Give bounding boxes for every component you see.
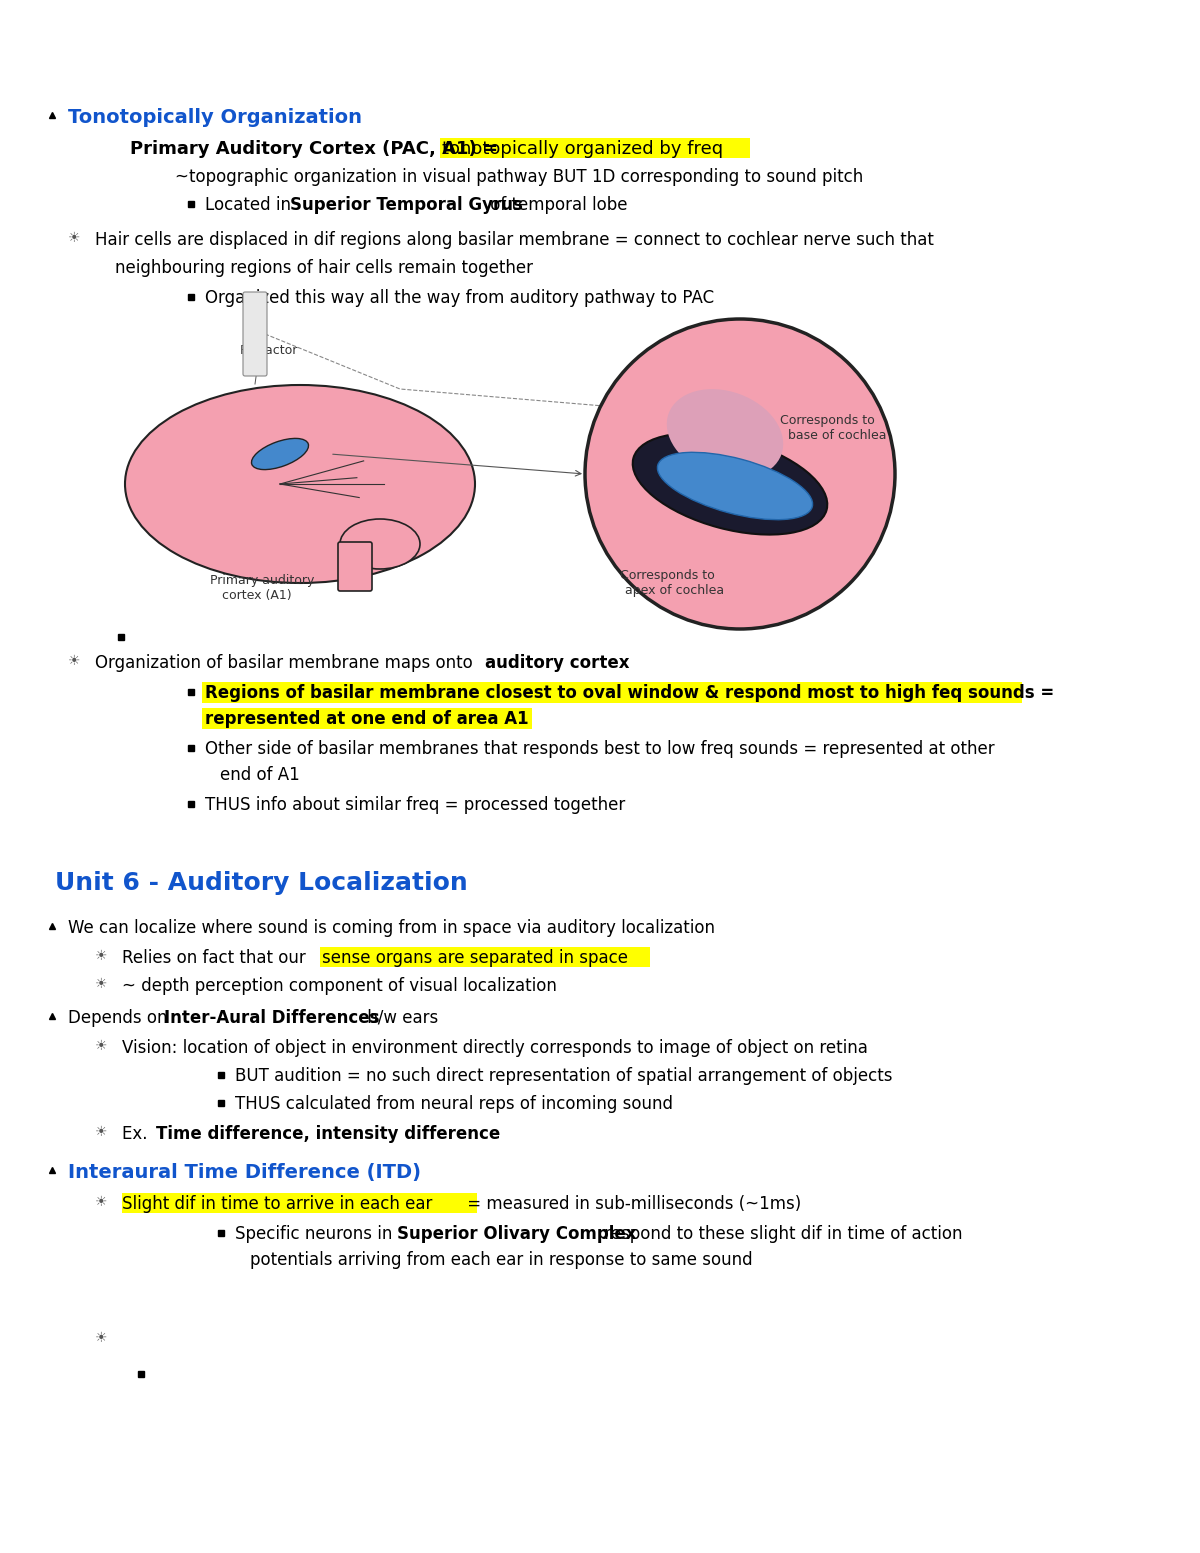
Ellipse shape	[632, 433, 827, 534]
Text: ☀: ☀	[95, 949, 108, 963]
FancyBboxPatch shape	[440, 138, 750, 158]
Text: ☀: ☀	[68, 654, 80, 668]
Text: end of A1: end of A1	[220, 766, 300, 784]
Ellipse shape	[667, 390, 784, 478]
Text: Specific neurons in: Specific neurons in	[235, 1225, 397, 1242]
Text: Superior Olivary Complex: Superior Olivary Complex	[397, 1225, 636, 1242]
Text: THUS calculated from neural reps of incoming sound: THUS calculated from neural reps of inco…	[235, 1095, 673, 1114]
Text: Organization of basilar membrane maps onto: Organization of basilar membrane maps on…	[95, 654, 478, 672]
Text: Time difference, intensity difference: Time difference, intensity difference	[156, 1124, 500, 1143]
Text: = measured in sub-milliseconds (~1ms): = measured in sub-milliseconds (~1ms)	[462, 1194, 802, 1213]
FancyBboxPatch shape	[242, 292, 266, 376]
Text: Regions of basilar membrane closest to oval window & respond most to high feq so: Regions of basilar membrane closest to o…	[205, 683, 1055, 702]
Text: Slight dif in time to arrive in each ear: Slight dif in time to arrive in each ear	[122, 1194, 432, 1213]
Text: Relies on fact that our: Relies on fact that our	[122, 949, 311, 968]
Text: Primary auditory: Primary auditory	[210, 575, 314, 587]
Text: BUT audition = no such direct representation of spatial arrangement of objects: BUT audition = no such direct representa…	[235, 1067, 893, 1086]
FancyBboxPatch shape	[122, 1193, 478, 1213]
Text: ☀: ☀	[95, 977, 108, 991]
Text: Corresponds to: Corresponds to	[780, 415, 875, 427]
Text: THUS info about similar freq = processed together: THUS info about similar freq = processed…	[205, 797, 625, 814]
Text: cortex (A1): cortex (A1)	[222, 589, 292, 603]
Ellipse shape	[125, 385, 475, 582]
Text: Organized this way all the way from auditory pathway to PAC: Organized this way all the way from audi…	[205, 289, 714, 307]
Text: auditory cortex: auditory cortex	[485, 654, 630, 672]
Text: b/w ears: b/w ears	[362, 1009, 438, 1027]
Text: Tonotopically Organization: Tonotopically Organization	[68, 109, 362, 127]
Text: potentials arriving from each ear in response to same sound: potentials arriving from each ear in res…	[250, 1252, 752, 1269]
Text: We can localize where sound is coming from in space via auditory localization: We can localize where sound is coming fr…	[68, 919, 715, 936]
Text: Other side of basilar membranes that responds best to low freq sounds = represen: Other side of basilar membranes that res…	[205, 739, 995, 758]
Text: ☀: ☀	[95, 1331, 108, 1345]
Text: of temporal lobe: of temporal lobe	[485, 196, 628, 214]
Text: Interaural Time Difference (ITD): Interaural Time Difference (ITD)	[68, 1163, 421, 1182]
Text: ☀: ☀	[68, 231, 80, 245]
FancyBboxPatch shape	[320, 947, 650, 968]
Text: Located in: Located in	[205, 196, 296, 214]
Circle shape	[586, 318, 895, 629]
FancyBboxPatch shape	[338, 542, 372, 592]
Text: ☀: ☀	[95, 1039, 108, 1053]
FancyBboxPatch shape	[202, 682, 1022, 704]
Text: Hair cells are displaced in dif regions along basilar membrane = connect to coch: Hair cells are displaced in dif regions …	[95, 231, 934, 248]
Text: Vision: location of object in environment directly corresponds to image of objec: Vision: location of object in environmen…	[122, 1039, 868, 1058]
Text: apex of cochlea: apex of cochlea	[625, 584, 724, 596]
Text: Unit 6 - Auditory Localization: Unit 6 - Auditory Localization	[55, 871, 468, 895]
Text: sense organs are separated in space: sense organs are separated in space	[322, 949, 628, 968]
Text: ☀: ☀	[95, 1124, 108, 1138]
Text: tonotopically organized by freq: tonotopically organized by freq	[442, 140, 724, 158]
Text: neighbouring regions of hair cells remain together: neighbouring regions of hair cells remai…	[115, 259, 533, 276]
Text: Superior Temporal Gyrus: Superior Temporal Gyrus	[290, 196, 523, 214]
Text: Depends on: Depends on	[68, 1009, 173, 1027]
Ellipse shape	[658, 452, 812, 520]
Text: base of cochlea: base of cochlea	[788, 429, 887, 443]
FancyBboxPatch shape	[202, 708, 532, 728]
Text: Inter-Aural Differences: Inter-Aural Differences	[164, 1009, 379, 1027]
Text: Primary Auditory Cortex (PAC, A1) =: Primary Auditory Cortex (PAC, A1) =	[130, 140, 504, 158]
Ellipse shape	[340, 519, 420, 568]
Text: Ex.: Ex.	[122, 1124, 152, 1143]
Text: ~topographic organization in visual pathway BUT 1D corresponding to sound pitch: ~topographic organization in visual path…	[175, 168, 863, 186]
Text: Retractor: Retractor	[240, 345, 299, 357]
Text: Corresponds to: Corresponds to	[620, 568, 715, 582]
Ellipse shape	[252, 438, 308, 469]
Text: ~ depth perception component of visual localization: ~ depth perception component of visual l…	[122, 977, 557, 995]
Text: represented at one end of area A1: represented at one end of area A1	[205, 710, 529, 728]
Text: ☀: ☀	[95, 1194, 108, 1208]
Text: respond to these slight dif in time of action: respond to these slight dif in time of a…	[599, 1225, 962, 1242]
